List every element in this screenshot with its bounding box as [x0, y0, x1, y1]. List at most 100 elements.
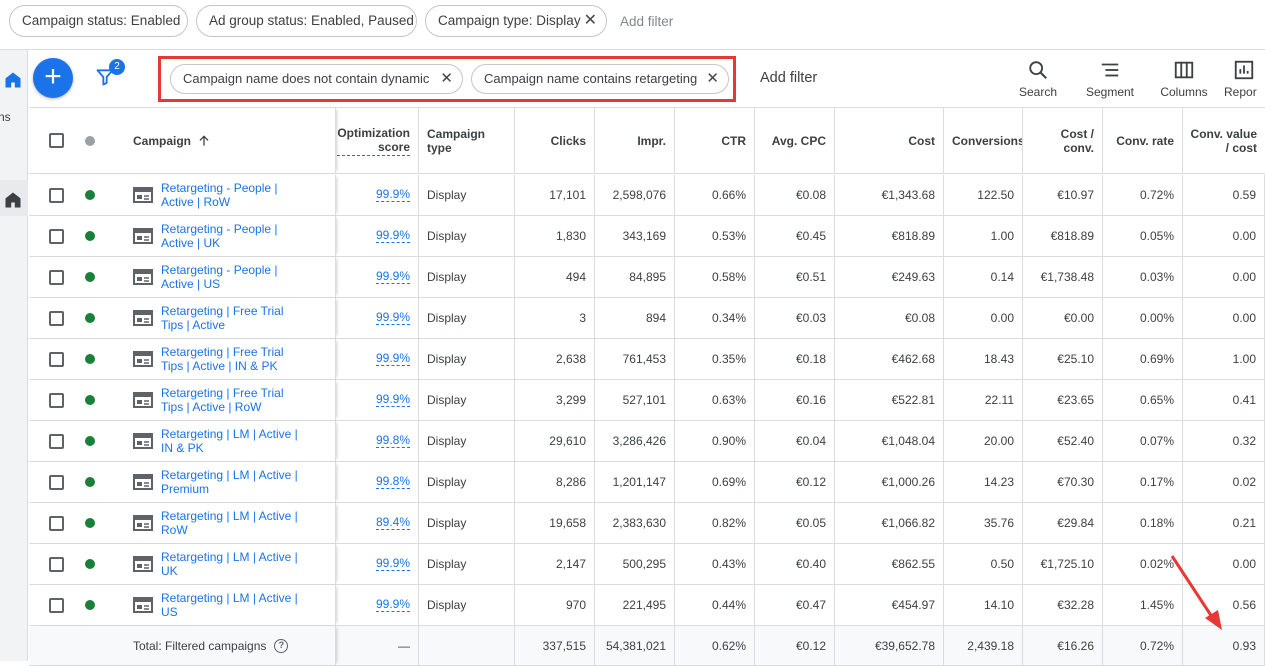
- impr-header[interactable]: Impr.: [595, 108, 675, 173]
- row-checkbox[interactable]: [49, 556, 64, 572]
- clicks-cell: 29,610: [515, 421, 595, 461]
- table-row[interactable]: Retargeting | LM | Active | IN & PK 99.8% D…: [29, 421, 1265, 462]
- filter-chip-campaign-status[interactable]: Campaign status: Enabled: [9, 5, 188, 37]
- total-ctr-value: 0.62%: [711, 638, 746, 653]
- add-campaign-button[interactable]: +: [33, 58, 73, 98]
- impr-cell: 2,598,076: [595, 175, 675, 215]
- row-checkbox[interactable]: [49, 474, 64, 490]
- enabled-status-dot[interactable]: [85, 272, 95, 282]
- optimization-score-link[interactable]: 99.9%: [375, 228, 410, 243]
- enabled-status-dot[interactable]: [85, 354, 95, 364]
- add-filter-button[interactable]: Add filter: [760, 70, 818, 86]
- campaign-name-link[interactable]: Retargeting | LM | Active | UK: [161, 550, 298, 578]
- table-row[interactable]: Retargeting - People | Active | RoW 99.9% D…: [29, 175, 1265, 216]
- optimization-score-link[interactable]: 99.9%: [375, 556, 410, 571]
- home-icon[interactable]: [3, 70, 23, 90]
- table-row[interactable]: Retargeting | Free Trial Tips | Active | …: [29, 380, 1265, 421]
- campaign-name-link[interactable]: Retargeting | LM | Active | US: [161, 591, 298, 619]
- filter-chip-name-retargeting[interactable]: Campaign name contains retargeting ✕: [471, 64, 729, 94]
- table-row[interactable]: Retargeting | Free Trial Tips | Active 99.…: [29, 298, 1265, 339]
- home-icon[interactable]: [3, 190, 23, 210]
- campaign-name-link[interactable]: Retargeting | Free Trial Tips | Active | …: [161, 386, 284, 414]
- filter-chip-campaign-type[interactable]: Campaign type: Display ✕: [425, 5, 607, 37]
- campaign-cell: Retargeting - People | Active | RoW: [133, 175, 336, 215]
- row-checkbox[interactable]: [49, 187, 64, 203]
- help-icon[interactable]: ?: [274, 638, 289, 653]
- row-checkbox[interactable]: [49, 310, 64, 326]
- optimization-score-link[interactable]: 99.8%: [375, 433, 410, 448]
- campaign-name-link[interactable]: Retargeting | LM | Active | RoW: [161, 509, 298, 537]
- table-row[interactable]: Retargeting - People | Active | US 99.9% Di…: [29, 257, 1265, 298]
- row-checkbox[interactable]: [49, 392, 64, 408]
- optimization-score-link[interactable]: 99.9%: [375, 310, 410, 325]
- enabled-status-dot[interactable]: [85, 231, 95, 241]
- conv-rate-header[interactable]: Conv. rate: [1103, 108, 1183, 173]
- enabled-status-dot[interactable]: [85, 559, 95, 569]
- enabled-status-dot[interactable]: [85, 477, 95, 487]
- campaign-name-link[interactable]: Retargeting - People | Active | RoW: [161, 181, 278, 209]
- table-row[interactable]: Retargeting | LM | Active | UK 99.9% Displa…: [29, 544, 1265, 585]
- campaign-type-header[interactable]: Campaign type: [419, 108, 515, 173]
- enabled-status-dot[interactable]: [85, 436, 95, 446]
- campaign-name-link[interactable]: Retargeting | LM | Active | IN & PK: [161, 427, 298, 455]
- campaign-type-value: Display: [427, 352, 467, 366]
- row-checkbox[interactable]: [49, 269, 64, 285]
- optimization-score-header[interactable]: Optimization score: [336, 108, 419, 173]
- row-checkbox[interactable]: [49, 228, 64, 244]
- optimization-score-link[interactable]: 99.9%: [375, 351, 410, 366]
- campaign-name-link[interactable]: Retargeting - People | Active | UK: [161, 222, 278, 250]
- table-row[interactable]: Retargeting | LM | Active | Premium 99.8% D…: [29, 462, 1265, 503]
- columns-button[interactable]: Columns: [1149, 59, 1219, 99]
- status-cell: [85, 257, 101, 297]
- table-row[interactable]: Retargeting | LM | Active | US 99.9% Displa…: [29, 585, 1265, 626]
- campaign-name-link[interactable]: Retargeting | Free Trial Tips | Active: [161, 304, 284, 332]
- conv-rate-cell: 0.03%: [1103, 257, 1183, 297]
- select-all-checkbox[interactable]: [49, 133, 64, 148]
- campaign-name-link[interactable]: Retargeting | Free Trial Tips | Active | …: [161, 345, 284, 373]
- enabled-status-dot[interactable]: [85, 395, 95, 405]
- optimization-score-cell: 99.9%: [336, 175, 419, 215]
- campaign-name-link[interactable]: Retargeting | LM | Active | Premium: [161, 468, 298, 496]
- row-checkbox[interactable]: [49, 597, 64, 613]
- cost-per-conv-header[interactable]: Cost / conv.: [1023, 108, 1103, 173]
- row-checkbox[interactable]: [49, 515, 64, 531]
- optimization-score-link[interactable]: 99.9%: [375, 392, 410, 407]
- row-select-cell: [49, 544, 69, 584]
- table-row[interactable]: Retargeting | LM | Active | RoW 89.4% Displ…: [29, 503, 1265, 544]
- optimization-score-link[interactable]: 99.9%: [375, 187, 410, 202]
- enabled-status-dot[interactable]: [85, 518, 95, 528]
- search-button[interactable]: Search: [1003, 59, 1073, 99]
- conv-value-cost-header[interactable]: Conv. value / cost: [1183, 108, 1265, 173]
- optimization-score-link[interactable]: 99.9%: [375, 269, 410, 284]
- cost-header[interactable]: Cost: [835, 108, 944, 173]
- table-row[interactable]: Retargeting - People | Active | UK 99.9% Di…: [29, 216, 1265, 257]
- campaign-header[interactable]: Campaign: [133, 108, 336, 173]
- conversions-header[interactable]: Conversions: [944, 108, 1023, 173]
- reports-button[interactable]: Repor: [1219, 59, 1265, 99]
- campaign-name-link[interactable]: Retargeting - People | Active | US: [161, 263, 278, 291]
- header-line: conv.: [1063, 140, 1094, 155]
- optimization-score-link[interactable]: 99.8%: [375, 474, 410, 489]
- close-icon[interactable]: ✕: [706, 70, 719, 87]
- enabled-status-dot[interactable]: [85, 600, 95, 610]
- optimization-score-link[interactable]: 89.4%: [375, 515, 410, 530]
- campaign-type-cell: Display: [419, 585, 515, 625]
- avg-cpc-header[interactable]: Avg. CPC: [755, 108, 835, 173]
- sort-ascending-icon[interactable]: [197, 134, 211, 148]
- close-icon[interactable]: ✕: [440, 70, 453, 87]
- segment-button[interactable]: Segment: [1075, 59, 1145, 99]
- table-row[interactable]: Retargeting | Free Trial Tips | Active | …: [29, 339, 1265, 380]
- close-icon[interactable]: ✕: [583, 12, 597, 29]
- row-checkbox[interactable]: [49, 433, 64, 449]
- clicks-header[interactable]: Clicks: [515, 108, 595, 173]
- campaign-cell: Retargeting - People | Active | UK: [133, 216, 336, 256]
- ctr-header[interactable]: CTR: [675, 108, 755, 173]
- conv-value: 20.00: [983, 434, 1014, 448]
- filter-chip-name-not-dynamic[interactable]: Campaign name does not contain dynamic ✕: [170, 64, 463, 94]
- filter-chip-ad-group-status[interactable]: Ad group status: Enabled, Paused: [196, 5, 417, 37]
- optimization-score-link[interactable]: 99.9%: [375, 597, 410, 612]
- enabled-status-dot[interactable]: [85, 313, 95, 323]
- enabled-status-dot[interactable]: [85, 190, 95, 200]
- add-filter-link[interactable]: Add filter: [620, 14, 674, 29]
- row-checkbox[interactable]: [49, 351, 64, 367]
